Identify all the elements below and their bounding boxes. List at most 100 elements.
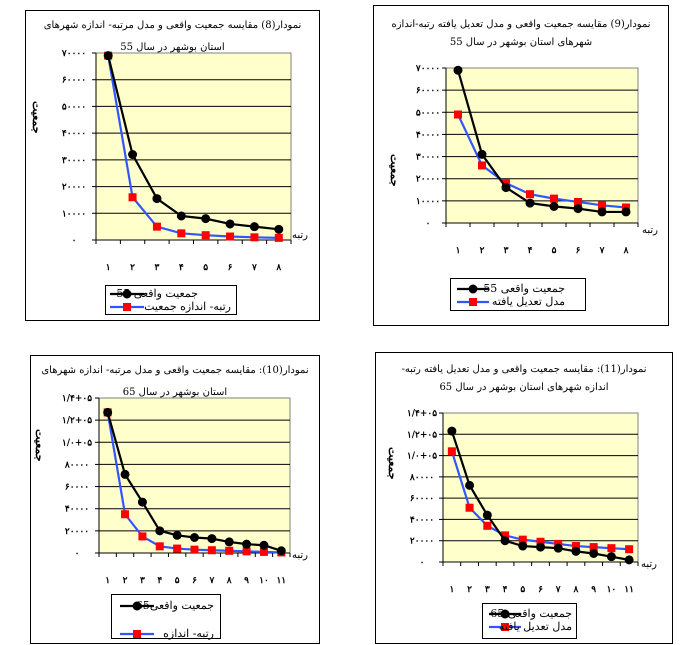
legend-marker-2 xyxy=(501,623,509,631)
data-point-series-2 xyxy=(526,190,534,199)
x-tick-label: ۴ xyxy=(179,263,184,273)
legend-entry-1: جمعیت واقعی 65 xyxy=(490,607,572,620)
data-point-series-1 xyxy=(501,183,511,193)
legend-entry-1: جمعیت واقعی65 xyxy=(135,599,214,612)
y-tick-label: ۱/۲+۰۵ xyxy=(407,430,437,440)
x-axis-label: رتبه xyxy=(292,550,308,561)
data-point-series-2 xyxy=(155,542,164,551)
data-point-series-2 xyxy=(625,545,634,554)
chart-panel-10: نمودار(10): مقایسه جمعیت واقعی و مدل مرت… xyxy=(30,355,320,644)
y-tick-label: ۷۰۰۰۰ xyxy=(415,64,440,74)
legend-marker-1 xyxy=(468,284,478,294)
data-point-series-1 xyxy=(249,222,259,232)
data-point-series-1 xyxy=(190,533,199,542)
data-point-series-2 xyxy=(177,229,186,238)
data-point-series-1 xyxy=(224,537,234,547)
x-tick-label: ۶ xyxy=(192,576,197,586)
data-point-series-2 xyxy=(201,231,210,240)
y-tick-label: ۶۰۰۰۰ xyxy=(416,86,440,96)
data-point-series-1 xyxy=(176,211,186,221)
y-tick-label: ۱/۲+۰۵ xyxy=(62,416,92,426)
y-tick-label: ۵۰۰۰۰ xyxy=(416,108,440,118)
y-tick-label: ۲۰۰۰۰ xyxy=(416,175,440,185)
data-point-series-1 xyxy=(553,543,563,553)
y-tick-label: ۰ xyxy=(75,549,80,559)
x-tick-label: ۷ xyxy=(555,585,561,595)
x-tick-label: ۸ xyxy=(573,585,579,595)
data-point-series-1 xyxy=(120,469,130,479)
data-point-series-2 xyxy=(447,447,456,456)
chart-panel-8: نمودار(8) مقایسه جمعیت واقعی و مدل مرتبه… xyxy=(25,10,320,321)
x-tick-label: ۹ xyxy=(591,585,596,595)
x-tick-label: ۸ xyxy=(226,576,232,586)
data-point-series-1 xyxy=(128,150,138,160)
y-tick-label: ۷۰۰۰۰ xyxy=(61,49,86,59)
data-point-series-1 xyxy=(525,198,535,208)
y-tick-label: ۳۰۰۰۰ xyxy=(416,153,440,163)
data-point-series-1 xyxy=(597,207,607,217)
data-point-series-2 xyxy=(274,233,283,242)
x-tick-label: ۳ xyxy=(140,576,145,586)
x-tick-label: ۹ xyxy=(244,576,249,586)
chart-title-line-2: اندازه شهرهای استان بوشهر در سال 65 xyxy=(439,382,609,393)
y-tick-label: ۳۰۰۰۰ xyxy=(62,156,86,166)
x-tick-label: ۸ xyxy=(275,263,281,273)
legend-swatches xyxy=(110,289,144,311)
x-tick-label: ۶ xyxy=(576,246,581,256)
data-point-series-1 xyxy=(482,510,492,520)
x-tick-label: ۲ xyxy=(480,246,485,256)
data-point-series-1 xyxy=(536,542,545,552)
x-tick-label: ۱ xyxy=(456,246,461,256)
y-tick-label: ۱/۴+۰۵ xyxy=(62,394,92,404)
data-point-series-1 xyxy=(571,546,581,556)
plot-area xyxy=(442,412,639,563)
y-tick-label: ۱/۰+۰۵ xyxy=(407,452,437,462)
legend-entry-2: رتبه- اندازه xyxy=(163,627,214,640)
data-point-series-2 xyxy=(121,510,130,519)
legend-marker-2 xyxy=(469,298,477,306)
x-tick-label: ۱۰ xyxy=(607,585,617,595)
chart-title: نمودار(10): مقایسه جمعیت واقعی و مدل مرت… xyxy=(37,364,313,400)
series-line-2 xyxy=(107,55,279,239)
x-tick-label: ۳ xyxy=(504,246,509,256)
y-tick-label: ۱۰۰۰۰ xyxy=(416,197,440,207)
data-point-series-1 xyxy=(242,539,252,549)
legend-marker-1 xyxy=(500,609,510,619)
y-axis-label: جمعیت xyxy=(388,154,401,187)
data-point-series-1 xyxy=(207,534,217,544)
legend-marker-2 xyxy=(133,630,141,638)
chart-title: نمودار(8) مقایسه جمعیت واقعی و مدل مرتبه… xyxy=(32,19,313,55)
y-tick-label: ۰ xyxy=(426,219,431,229)
chart-title-line-1: نمودار(11): مقایسه جمعیت واقعی و مدل تعد… xyxy=(401,364,647,375)
x-tick-label: ۱ xyxy=(105,576,110,586)
data-point-series-1 xyxy=(276,546,286,556)
data-point-series-1 xyxy=(453,65,463,75)
chart-title: نمودار(11): مقایسه جمعیت واقعی و مدل تعد… xyxy=(382,363,666,395)
y-tick-label: ۱/۴+۰۵ xyxy=(407,409,437,419)
y-axis-label: جمعیت xyxy=(30,101,43,134)
data-point-series-1 xyxy=(201,214,211,224)
data-point-series-1 xyxy=(573,204,583,214)
x-tick-label: ۷ xyxy=(251,263,257,273)
chart-legend: جمعیت واقعی 65 مدل تعدیل یافته xyxy=(482,603,577,639)
x-axis-label: رتبه xyxy=(641,559,657,570)
x-tick-label: ۶ xyxy=(228,263,233,273)
x-tick-label: ۵ xyxy=(552,246,557,256)
chart-panel-11: نمودار(11): مقایسه جمعیت واقعی و مدل تعد… xyxy=(375,352,673,644)
plot-area xyxy=(445,67,639,224)
plot-area xyxy=(95,52,292,241)
data-point-series-2 xyxy=(483,521,492,530)
y-tick-label: ۲۰۰۰۰ xyxy=(62,183,86,193)
chart-title-line-2: شهرهای استان بوشهر در سال 55 xyxy=(449,37,593,48)
data-point-series-1 xyxy=(549,201,559,211)
legend-swatches xyxy=(457,284,489,306)
x-tick-label: ۲ xyxy=(467,585,472,595)
y-tick-label: ۰ xyxy=(420,558,425,568)
chart-title-line-2: استان بوشهر در سال 65 xyxy=(122,387,228,398)
chart-title-line-1: نمودار(9) مقایسه جمعیت واقعی و مدل تعدیل… xyxy=(391,19,651,30)
legend-marker-1 xyxy=(122,289,132,299)
legend-swatches xyxy=(489,609,521,631)
chart-title-line-1: نمودار(8) مقایسه جمعیت واقعی و مدل مرتبه… xyxy=(43,20,302,31)
x-tick-label: ۱۱ xyxy=(276,576,286,586)
y-axis-label: جمعیت xyxy=(386,447,399,480)
